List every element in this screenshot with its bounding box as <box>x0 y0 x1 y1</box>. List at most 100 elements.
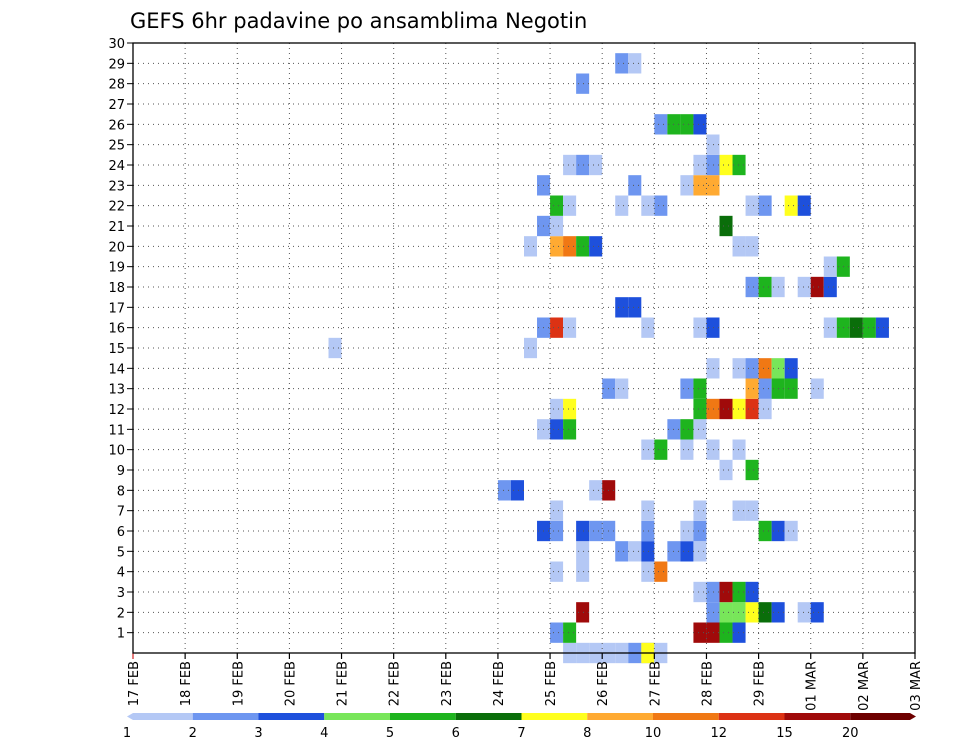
heatmap-cell <box>563 154 577 176</box>
heatmap-cell <box>563 398 577 420</box>
heatmap-cell <box>758 378 772 399</box>
heatmap-cell <box>823 276 837 298</box>
heatmap-cell <box>550 236 564 257</box>
heatmap-cell <box>589 236 603 257</box>
heatmap-cell <box>680 175 694 196</box>
heatmap-cell <box>745 378 759 399</box>
x-axis-ticks: 17 FEB 18 FEB 19 FEB 20 FEB 21 FEB 22 FEB 23 F… <box>127 653 924 711</box>
x-tick-label: 26 FEB <box>596 661 611 706</box>
heatmap-cell <box>719 215 733 237</box>
color-legend: 1 2 3 4 5 6 7 8 10 12 15 20 <box>123 713 916 741</box>
legend-level-label: 15 <box>776 726 793 741</box>
heatmap-cell <box>680 541 694 562</box>
heatmap-cell <box>654 439 668 460</box>
legend-level-label: 1 <box>123 726 131 741</box>
heatmap-cell <box>862 317 876 338</box>
heatmap-cell <box>745 276 759 298</box>
x-tick-label: 28 FEB <box>700 661 715 706</box>
heatmap-cell <box>732 602 746 623</box>
x-tick-label: 17 FEB <box>127 661 142 706</box>
heatmap-cell <box>719 622 733 643</box>
heatmap-cell <box>654 561 668 582</box>
y-tick-label: 2 <box>117 606 125 621</box>
heatmap-cell <box>628 297 642 318</box>
heatmap-cell <box>706 317 720 338</box>
heatmap-cell <box>328 337 342 359</box>
heatmap-cell <box>784 195 798 216</box>
heatmap-cell <box>745 500 759 521</box>
y-tick-label: 11 <box>108 423 125 438</box>
y-tick-label: 24 <box>108 159 125 174</box>
heatmap-cell <box>563 419 577 440</box>
legend-swatch <box>587 713 653 720</box>
heatmap-cell <box>719 459 733 481</box>
heatmap-cell <box>719 398 733 420</box>
heatmap-cell <box>784 520 798 542</box>
x-tick-label: 02 MAR <box>857 661 872 711</box>
heatmap-cell <box>693 114 707 135</box>
heatmap-cell <box>563 236 577 257</box>
heatmap-cell <box>875 317 889 338</box>
legend-level-label: 7 <box>517 726 525 741</box>
heatmap-cell <box>797 602 811 623</box>
heatmap-cell <box>628 53 642 74</box>
legend-swatch <box>653 713 719 720</box>
heatmap-cell <box>641 317 655 338</box>
heatmap-cell <box>563 317 577 338</box>
heatmap-cell <box>550 398 564 420</box>
heatmap-cell <box>706 134 720 155</box>
heatmap-cell <box>641 500 655 521</box>
x-tick-label: 27 FEB <box>648 661 663 706</box>
heatmap-cell <box>693 622 707 643</box>
legend-swatch <box>718 713 785 720</box>
heatmap-cell <box>576 561 590 582</box>
heatmap-cell <box>576 541 590 562</box>
heatmap-cell <box>641 520 655 542</box>
heatmap-cell <box>680 439 694 460</box>
heatmap-cell <box>641 561 655 582</box>
heatmap-cell <box>797 195 811 216</box>
heatmap-cell <box>745 398 759 420</box>
heatmap-cell <box>745 236 759 257</box>
legend-swatch <box>455 713 522 720</box>
y-tick-label: 19 <box>108 261 125 276</box>
x-tick-label: 24 FEB <box>492 661 507 706</box>
heatmap-cell <box>797 276 811 298</box>
x-tick-label: 29 FEB <box>753 661 768 706</box>
legend-swatch <box>258 713 325 720</box>
heatmap-cell <box>550 195 564 216</box>
heatmap-cell <box>810 276 824 298</box>
heatmap-cell <box>706 581 720 603</box>
heatmap-cell <box>693 500 707 521</box>
legend-swatch <box>324 713 390 720</box>
heatmap-cell <box>693 581 707 603</box>
heatmap-cell <box>550 419 564 440</box>
y-tick-label: 6 <box>117 525 125 540</box>
heatmap-cell <box>510 480 524 501</box>
heatmap-cell <box>706 154 720 176</box>
x-tick-label: 19 FEB <box>231 661 246 706</box>
legend-level-label: 3 <box>254 726 262 741</box>
heatmap-cell <box>732 398 746 420</box>
heatmap-cell <box>497 480 511 501</box>
heatmap-cell <box>758 520 772 542</box>
heatmap-cell <box>745 358 759 379</box>
legend-swatch <box>390 713 456 720</box>
y-tick-label: 20 <box>108 240 125 255</box>
x-tick-label: 21 FEB <box>336 661 351 706</box>
y-tick-label: 15 <box>108 342 125 357</box>
y-axis-ticks: 1234567891011121314151617181920212223242… <box>108 37 133 642</box>
heatmap-cell <box>680 520 694 542</box>
heatmap-cell <box>550 317 564 338</box>
y-tick-label: 30 <box>108 37 125 52</box>
y-tick-label: 26 <box>108 118 125 133</box>
heatmap-cell <box>615 53 629 74</box>
heatmap-cell <box>732 358 746 379</box>
y-tick-label: 13 <box>108 383 125 398</box>
heatmap-cell <box>550 520 564 542</box>
heatmap-cell <box>758 276 772 298</box>
x-tick-label: 23 FEB <box>440 661 455 706</box>
legend-swatch <box>127 713 193 720</box>
heatmap-cell <box>810 378 824 399</box>
y-tick-label: 5 <box>117 545 125 560</box>
